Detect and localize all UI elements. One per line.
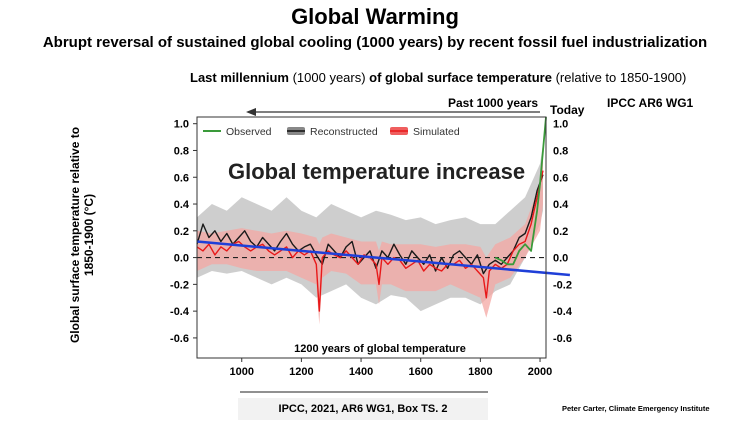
- chart-caption: Last millennium (1000 years) of global s…: [190, 70, 686, 85]
- legend-label-simulated: Simulated: [413, 126, 460, 138]
- today-label: Today: [550, 103, 585, 117]
- y-tick-label-left: -0.4: [170, 306, 190, 318]
- ipcc-tag: IPCC AR6 WG1: [607, 96, 694, 110]
- y-tick-label-left: 0.4: [174, 199, 190, 211]
- y-tick-label-right: 0.4: [553, 199, 569, 211]
- y-tick-label-right: 0.0: [553, 253, 568, 265]
- x-tick-label: 1600: [408, 366, 432, 378]
- x-tick-label: 2000: [528, 366, 552, 378]
- y-tick-label-left: 0.8: [174, 145, 189, 157]
- caption-part-1: Last millennium: [190, 70, 289, 85]
- past-arrow-head: [246, 108, 256, 116]
- observed-line: [494, 116, 547, 266]
- plot-frame: [196, 116, 547, 359]
- series-lines: [196, 116, 571, 312]
- past-1000-years-label: Past 1000 years: [448, 96, 539, 110]
- caption-part-4: (relative to 1850-1900): [551, 70, 687, 85]
- past-arrow: [246, 108, 540, 116]
- y-tick-label-left: -0.2: [170, 279, 189, 291]
- axis-ticks: 1000 1200 1400 1600 1800 2000 1.0 0.8 0.6 0.4 0.2 0…: [170, 119, 573, 378]
- x-tick-label: 1200: [289, 366, 313, 378]
- annotation-1200-years: 1200 years of global temperature: [294, 343, 466, 355]
- caption-part-3: of global surface temperature: [369, 70, 552, 85]
- uncertainty-bands: [197, 143, 543, 325]
- y-tick-label-right: 0.8: [553, 145, 568, 157]
- author-credit: Peter Carter, Climate Emergency Institut…: [562, 404, 710, 413]
- page-subtitle: Abrupt reversal of sustained global cool…: [42, 34, 708, 51]
- simulated-range-band: [197, 150, 543, 325]
- y-tick-label-right: -0.4: [553, 306, 573, 318]
- page-title: Global Warming: [291, 4, 459, 29]
- annotation-global-temperature-increase: Global temperature increase: [228, 159, 525, 184]
- reconstructed-line: [196, 174, 544, 275]
- y-tick-label-right: -0.6: [553, 333, 572, 345]
- caption-part-2: (1000 years): [288, 70, 370, 85]
- y-tick-label-right: 0.6: [553, 172, 568, 184]
- y-tick-label-right: 1.0: [553, 119, 568, 131]
- source-citation: IPCC, 2021, AR6 WG1, Box TS. 2: [238, 398, 488, 420]
- legend-label-reconstructed: Reconstructed: [310, 126, 378, 138]
- y-tick-label-left: 0.0: [174, 253, 189, 265]
- chart-legend: Observed Reconstructed Simulated: [203, 126, 460, 138]
- x-tick-label: 1000: [230, 366, 254, 378]
- x-tick-label: 1400: [349, 366, 373, 378]
- y-tick-label-left: 1.0: [174, 119, 189, 131]
- legend-label-observed: Observed: [226, 126, 272, 138]
- y-tick-label-left: 0.6: [174, 172, 189, 184]
- y-tick-label-right: -0.2: [553, 279, 572, 291]
- x-tick-label: 1800: [468, 366, 492, 378]
- y-tick-label-left: 0.2: [174, 226, 189, 238]
- y-tick-label-right: 0.2: [553, 226, 568, 238]
- trend-line: [196, 240, 571, 277]
- y-tick-label-left: -0.6: [170, 333, 189, 345]
